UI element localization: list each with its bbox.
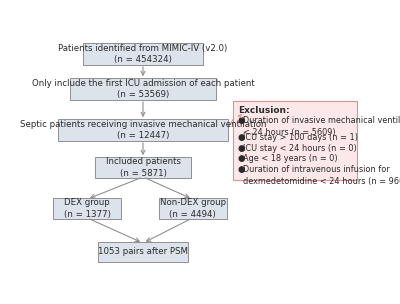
FancyBboxPatch shape	[158, 198, 227, 219]
FancyBboxPatch shape	[70, 78, 216, 100]
FancyBboxPatch shape	[53, 198, 121, 219]
FancyBboxPatch shape	[82, 43, 204, 65]
Text: ICU stay < 24 hours (n = 0): ICU stay < 24 hours (n = 0)	[242, 144, 356, 153]
Text: ●: ●	[238, 154, 245, 164]
Text: Only include the first ICU admission of each patient
(n = 53569): Only include the first ICU admission of …	[32, 79, 254, 99]
FancyBboxPatch shape	[98, 242, 188, 262]
Text: Duration of invasive mechanical ventilation
< 24 hours (n = 5609): Duration of invasive mechanical ventilat…	[242, 116, 400, 136]
Text: ●: ●	[238, 133, 245, 142]
Text: DEX group
(n = 1377): DEX group (n = 1377)	[64, 198, 111, 219]
Text: ICU stay > 100 days (n = 1): ICU stay > 100 days (n = 1)	[242, 133, 358, 142]
Text: ●: ●	[238, 165, 245, 174]
Text: Duration of intravenous infusion for
dexmedetomidine < 24 hours (n = 966): Duration of intravenous infusion for dex…	[242, 165, 400, 186]
Text: Non-DEX group
(n = 4494): Non-DEX group (n = 4494)	[160, 198, 226, 219]
Text: Exclusion:: Exclusion:	[238, 106, 290, 115]
Text: Septic patients receiving invasive mechanical ventilation
(n = 12447): Septic patients receiving invasive mecha…	[20, 120, 266, 140]
FancyBboxPatch shape	[58, 119, 228, 141]
Text: 1053 pairs after PSM: 1053 pairs after PSM	[98, 247, 188, 256]
FancyBboxPatch shape	[233, 101, 357, 181]
Text: ●: ●	[238, 116, 245, 125]
Text: Patients identified from MIMIC-IV (v2.0)
(n = 454324): Patients identified from MIMIC-IV (v2.0)…	[58, 44, 228, 64]
Text: Included patients
(n = 5871): Included patients (n = 5871)	[106, 157, 180, 178]
FancyBboxPatch shape	[95, 157, 191, 178]
Text: Age < 18 years (n = 0): Age < 18 years (n = 0)	[242, 154, 337, 164]
Text: ●: ●	[238, 144, 245, 153]
